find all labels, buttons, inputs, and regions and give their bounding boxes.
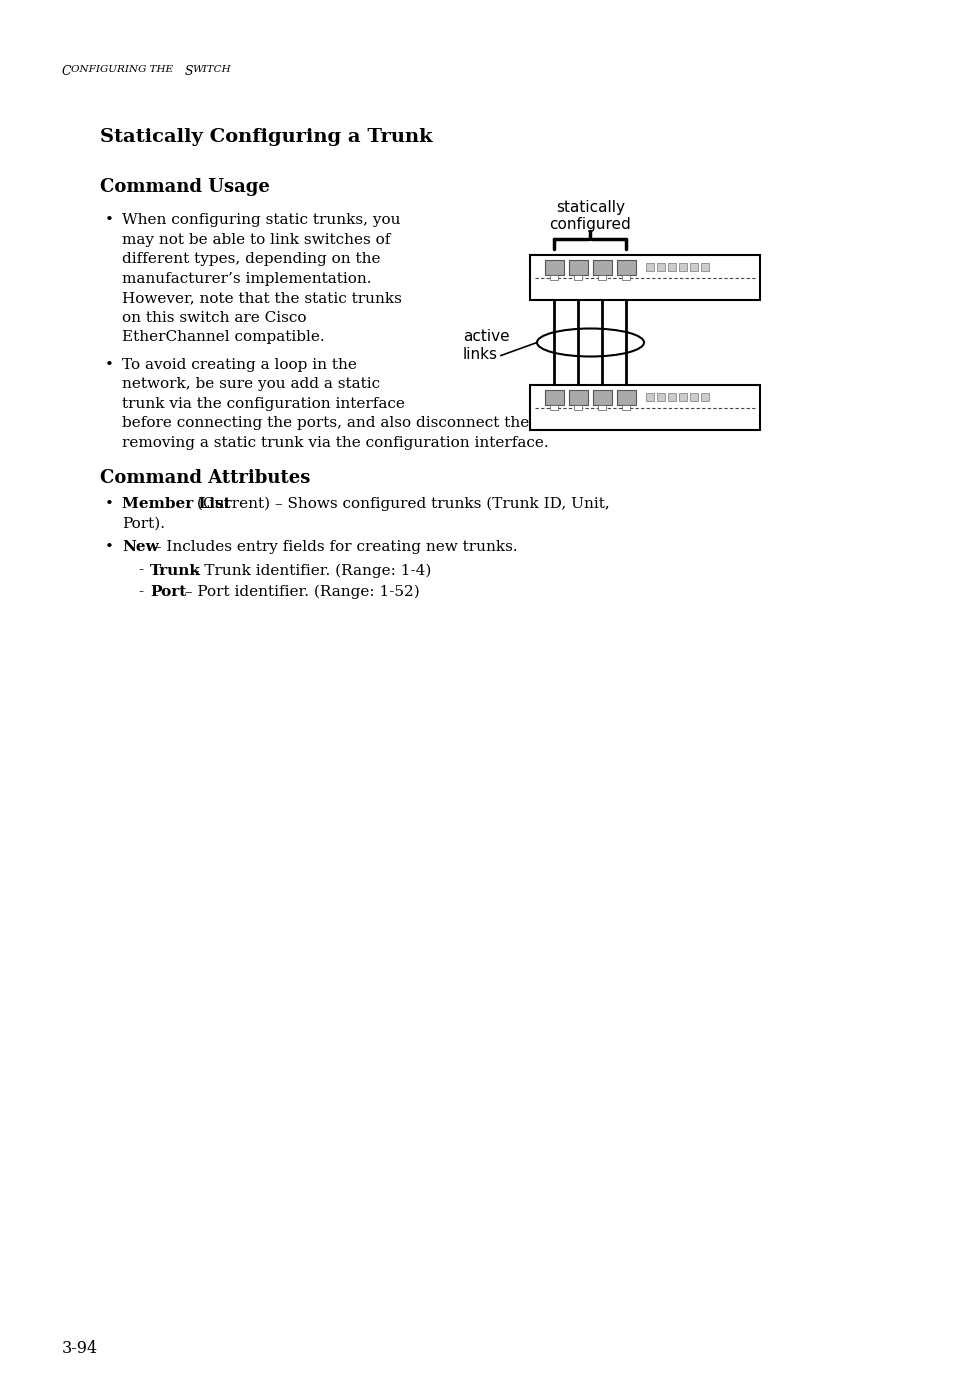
Text: ONFIGURING THE: ONFIGURING THE — [71, 65, 172, 74]
Bar — [574, 275, 582, 280]
Bar — [550, 275, 558, 280]
Text: network, be sure you add a static: network, be sure you add a static — [122, 378, 379, 391]
Text: different types, depending on the: different types, depending on the — [122, 253, 380, 266]
Bar — [679, 262, 686, 271]
Bar — [667, 262, 676, 271]
Text: To avoid creating a loop in the: To avoid creating a loop in the — [122, 358, 356, 372]
Bar — [679, 393, 686, 401]
Text: – Port identifier. (Range: 1-52): – Port identifier. (Range: 1-52) — [180, 584, 419, 600]
Bar — [657, 262, 664, 271]
Text: – Includes entry fields for creating new trunks.: – Includes entry fields for creating new… — [149, 540, 517, 554]
Bar — [568, 260, 587, 275]
Text: removing a static trunk via the configuration interface.: removing a static trunk via the configur… — [122, 436, 548, 450]
Ellipse shape — [537, 329, 643, 357]
Bar — [657, 393, 664, 401]
Bar — [530, 384, 760, 430]
Text: -: - — [138, 584, 143, 600]
Bar — [700, 262, 708, 271]
Bar — [598, 405, 606, 409]
Text: Port: Port — [150, 584, 186, 600]
Bar — [568, 390, 587, 405]
Bar — [544, 390, 563, 405]
Text: Trunk: Trunk — [150, 564, 201, 577]
Bar — [645, 262, 654, 271]
Text: before connecting the ports, and also disconnect the ports before: before connecting the ports, and also di… — [122, 416, 628, 430]
Text: •: • — [105, 212, 113, 228]
Text: EtherChannel compatible.: EtherChannel compatible. — [122, 330, 324, 344]
Text: WITCH: WITCH — [192, 65, 231, 74]
Text: Member List: Member List — [122, 497, 231, 511]
Text: S: S — [185, 65, 193, 78]
Text: •: • — [105, 358, 113, 372]
Text: •: • — [105, 540, 113, 554]
Text: – Trunk identifier. (Range: 1-4): – Trunk identifier. (Range: 1-4) — [187, 564, 431, 577]
Text: statically: statically — [556, 200, 624, 215]
Bar — [645, 393, 654, 401]
Text: may not be able to link switches of: may not be able to link switches of — [122, 233, 390, 247]
Text: However, note that the static trunks: However, note that the static trunks — [122, 291, 401, 305]
Bar — [550, 405, 558, 409]
Text: active: active — [462, 329, 509, 343]
Text: trunk via the configuration interface: trunk via the configuration interface — [122, 397, 404, 411]
Text: Statically Configuring a Trunk: Statically Configuring a Trunk — [100, 128, 432, 146]
Text: New: New — [122, 540, 158, 554]
Bar — [622, 275, 630, 280]
Text: •: • — [105, 497, 113, 511]
Text: links: links — [462, 347, 497, 361]
Text: -: - — [138, 564, 143, 577]
Bar — [593, 260, 612, 275]
Bar — [667, 393, 676, 401]
Bar — [689, 393, 698, 401]
Bar — [622, 405, 630, 409]
Bar — [530, 255, 760, 300]
Text: Command Usage: Command Usage — [100, 178, 270, 196]
Bar — [598, 275, 606, 280]
Text: C: C — [62, 65, 71, 78]
Text: Port).: Port). — [122, 516, 165, 530]
Text: Command Attributes: Command Attributes — [100, 469, 310, 487]
Bar — [617, 260, 636, 275]
Text: on this switch are Cisco: on this switch are Cisco — [122, 311, 306, 325]
Text: configured: configured — [549, 217, 631, 232]
Bar — [574, 405, 582, 409]
Text: manufacturer’s implementation.: manufacturer’s implementation. — [122, 272, 371, 286]
Bar — [617, 390, 636, 405]
Text: When configuring static trunks, you: When configuring static trunks, you — [122, 212, 400, 228]
Bar — [689, 262, 698, 271]
Text: (Current) – Shows configured trunks (Trunk ID, Unit,: (Current) – Shows configured trunks (Tru… — [192, 497, 609, 511]
Bar — [700, 393, 708, 401]
Bar — [593, 390, 612, 405]
Bar — [544, 260, 563, 275]
Text: 3-94: 3-94 — [62, 1339, 98, 1357]
